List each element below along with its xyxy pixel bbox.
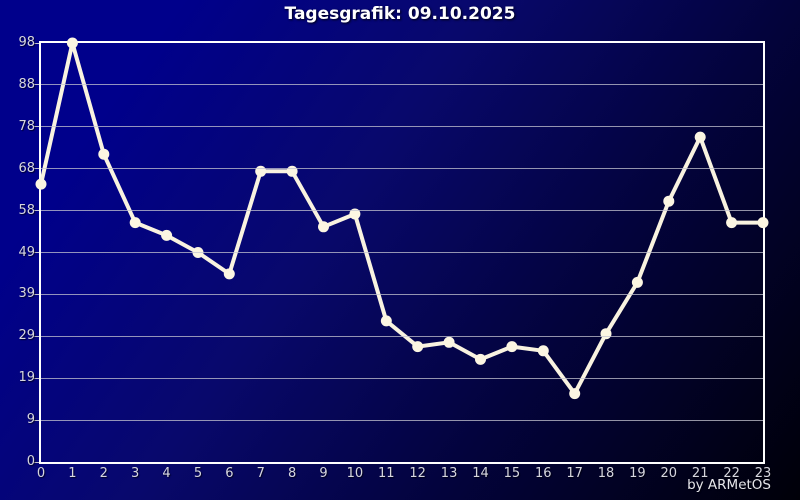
credit-label: by ARMetOS bbox=[687, 477, 771, 493]
data-point-marker bbox=[66, 37, 78, 49]
chart-title: Tagesgrafik: 09.10.2025 bbox=[284, 4, 516, 24]
x-tick-label: 21 bbox=[691, 466, 709, 481]
x-tick-label: 14 bbox=[472, 466, 489, 481]
data-point-marker bbox=[475, 353, 486, 365]
data-point-marker bbox=[318, 221, 329, 233]
y-tick-label: 49 bbox=[18, 244, 35, 260]
x-tick-label: 10 bbox=[346, 466, 364, 481]
x-tick-label: 4 bbox=[162, 466, 171, 481]
data-point-marker bbox=[600, 328, 612, 340]
y-tick-label: 78 bbox=[18, 118, 35, 134]
x-tick-label: 3 bbox=[131, 466, 140, 481]
x-tick-label: 15 bbox=[503, 466, 521, 481]
data-point-marker bbox=[443, 336, 455, 348]
data-point-marker bbox=[537, 345, 549, 357]
x-tick-label: 7 bbox=[256, 466, 265, 481]
x-tick-label: 17 bbox=[566, 466, 583, 481]
y-tick-label: 0 bbox=[26, 454, 35, 469]
x-tick-label: 0 bbox=[36, 466, 46, 481]
data-point-marker bbox=[506, 341, 518, 353]
data-point-marker bbox=[663, 195, 675, 207]
x-tick-label: 6 bbox=[225, 466, 234, 481]
y-tick-label: 39 bbox=[18, 286, 35, 302]
plot-area bbox=[33, 37, 769, 464]
data-point-marker bbox=[98, 148, 110, 160]
data-line bbox=[39, 41, 765, 396]
data-point-marker bbox=[412, 341, 424, 353]
x-axis: 0 1 2 3 4 5 6 7 8 9 10 11 12 13 14 15 16 17 18 19 20 21 22 23 bbox=[37, 466, 771, 482]
y-axis: 98 88 78 68 58 49 39 29 19 9 0 bbox=[0, 35, 35, 469]
y-tick-label: 9 bbox=[26, 412, 35, 428]
data-point-marker bbox=[694, 131, 706, 143]
data-point-marker bbox=[286, 165, 298, 177]
x-tick-label: 23 bbox=[754, 466, 772, 481]
data-point-marker bbox=[631, 276, 643, 288]
data-point-marker bbox=[569, 388, 581, 400]
data-point-marker bbox=[223, 268, 235, 280]
data-point-marker bbox=[129, 217, 141, 229]
x-tick-label: 13 bbox=[440, 466, 458, 481]
x-tick-label: 2 bbox=[99, 466, 108, 481]
data-point-marker bbox=[161, 229, 173, 241]
data-point-marker bbox=[726, 217, 738, 229]
y-tick-label: 88 bbox=[18, 76, 35, 92]
y-tick-label: 19 bbox=[18, 370, 35, 386]
x-tick-label: 16 bbox=[534, 466, 552, 481]
x-tick-label: 5 bbox=[193, 466, 203, 481]
line-chart bbox=[35, 37, 769, 400]
x-tick-label: 8 bbox=[287, 466, 297, 481]
data-point-marker bbox=[35, 178, 47, 190]
data-point-marker bbox=[380, 315, 392, 327]
y-tick-label: 98 bbox=[18, 35, 35, 50]
x-tick-label: 22 bbox=[723, 466, 740, 481]
y-tick-label: 68 bbox=[18, 160, 35, 176]
x-tick-label: 19 bbox=[629, 466, 646, 481]
y-tick-label: 58 bbox=[18, 202, 35, 218]
x-tick-label: 12 bbox=[409, 466, 426, 481]
x-tick-label: 11 bbox=[378, 466, 395, 481]
data-point-marker bbox=[192, 247, 204, 258]
data-point-marker bbox=[349, 208, 361, 220]
x-tick-label: 1 bbox=[68, 466, 77, 481]
data-point-marker bbox=[757, 217, 769, 229]
x-tick-label: 18 bbox=[597, 466, 615, 481]
data-point-marker bbox=[255, 165, 267, 177]
x-tick-label: 20 bbox=[660, 466, 678, 481]
x-tick-label: 9 bbox=[319, 466, 328, 481]
y-tick-label: 29 bbox=[18, 328, 35, 344]
